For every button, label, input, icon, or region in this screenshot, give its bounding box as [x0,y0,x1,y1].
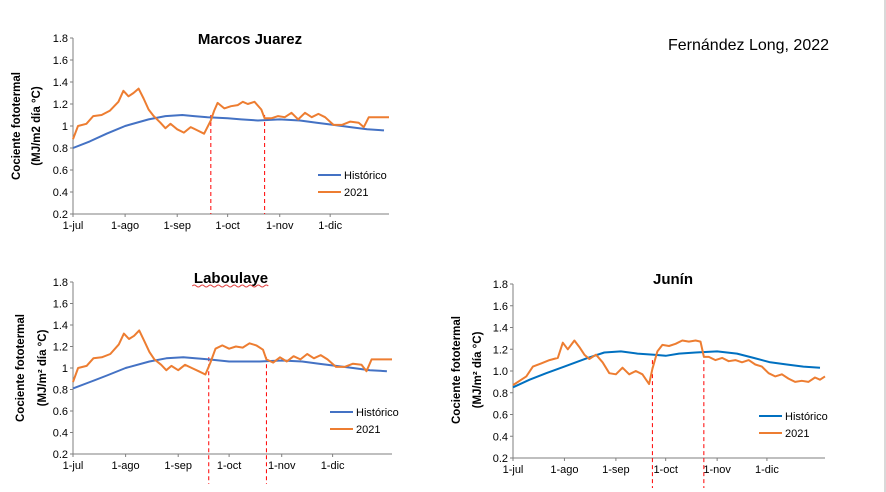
legend-label: 2021 [785,428,809,440]
y-tick-label: 1.4 [53,320,68,332]
y-tick-label: 1 [62,121,68,133]
x-tick-label: 1-sep [163,220,191,232]
x-tick-label: 1-dic [755,464,779,476]
y-tick-label: 0.4 [493,431,508,443]
x-tick-label: 1-nov [703,464,731,476]
x-tick-label: 1-oct [215,220,239,232]
series-line-2021 [72,87,389,140]
y-axis-label: Cociente fototermal [15,314,27,422]
legend-label: 2021 [344,187,368,199]
y-tick-label: 1.8 [53,33,68,45]
y-tick-label: 1.8 [53,277,68,289]
x-tick-label: 1-oct [217,460,241,472]
x-tick-label: 1-jul [63,460,84,472]
legend-label: Histórico [344,170,387,182]
y-tick-label: 0.2 [53,449,68,461]
y-tick-label: 0.6 [53,165,68,177]
x-tick-label: 1-oct [653,464,677,476]
x-tick-label: 1-ago [111,220,139,232]
chart-title: Marcos Juarez [198,31,302,48]
y-tick-label: 1.0 [493,366,508,378]
y-tick-label: 0.4 [53,187,68,199]
spellcheck-underline [191,284,269,288]
y-tick-label: 0.8 [493,388,508,400]
y-axis-label-units: (MJ/m² día °C) [472,331,484,408]
y-tick-label: 0.4 [53,428,68,440]
chart-title: Junín [653,271,693,288]
y-tick-label: 0.8 [53,385,68,397]
y-tick-label: 1 [62,363,68,375]
y-tick-label: 1.2 [493,344,508,356]
y-tick-label: 0.2 [53,209,68,221]
chart-junin: Junín Cociente fototermal (MJ/m² día °C) 0.… [451,271,828,488]
x-tick-label: 1-nov [266,220,294,232]
y-tick-label: 0.6 [53,406,68,418]
y-tick-label: 1.4 [493,323,508,335]
series-line-historico [512,350,821,389]
y-axis-label-units: (MJ/m² día °C) [37,329,49,406]
chart-marcos-juarez: Marcos Juarez Cociente fototermal (MJ/m2 d… [11,31,389,232]
x-tick-label: 1-dic [318,220,342,232]
x-tick-label: 1-ago [550,464,578,476]
series-line-2021 [512,339,826,386]
y-tick-label: 1.2 [53,99,68,111]
y-tick-label: 0.6 [493,410,508,422]
x-tick-label: 1-jul [503,464,524,476]
y-axis-label: Cociente fototermal [451,316,463,424]
y-tick-label: 0.8 [53,143,68,155]
x-tick-label: 1-nov [268,460,296,472]
citation-text: Fernández Long, 2022 [668,37,830,54]
y-tick-label: 1.2 [53,342,68,354]
series-line-2021 [72,329,392,383]
x-tick-label: 1-dic [321,460,345,472]
x-tick-label: 1-sep [602,464,630,476]
x-tick-label: 1-sep [164,460,192,472]
y-tick-label: 1.8 [493,279,508,291]
series-line-historico [72,356,387,390]
legend-label: Histórico [356,407,399,419]
y-tick-label: 1.4 [53,77,68,89]
y-axis-label-units: (MJ/m2 día °C) [31,86,43,166]
y-axis-label: Cociente fototermal [11,72,23,180]
y-tick-label: 0.2 [493,453,508,465]
legend-label: 2021 [356,424,380,436]
y-tick-label: 1.6 [53,299,68,311]
slide-right-border [884,0,886,492]
chart-laboulaye: Laboulaye Cociente fototermal (MJ/m² día °… [15,270,399,484]
chart-title: Laboulaye [194,270,268,287]
y-tick-label: 1.6 [53,55,68,67]
series-line-historico [72,114,385,149]
y-tick-label: 1.6 [493,301,508,313]
x-tick-label: 1-ago [112,460,140,472]
x-tick-label: 1-jul [63,220,84,232]
legend-label: Histórico [785,411,828,423]
